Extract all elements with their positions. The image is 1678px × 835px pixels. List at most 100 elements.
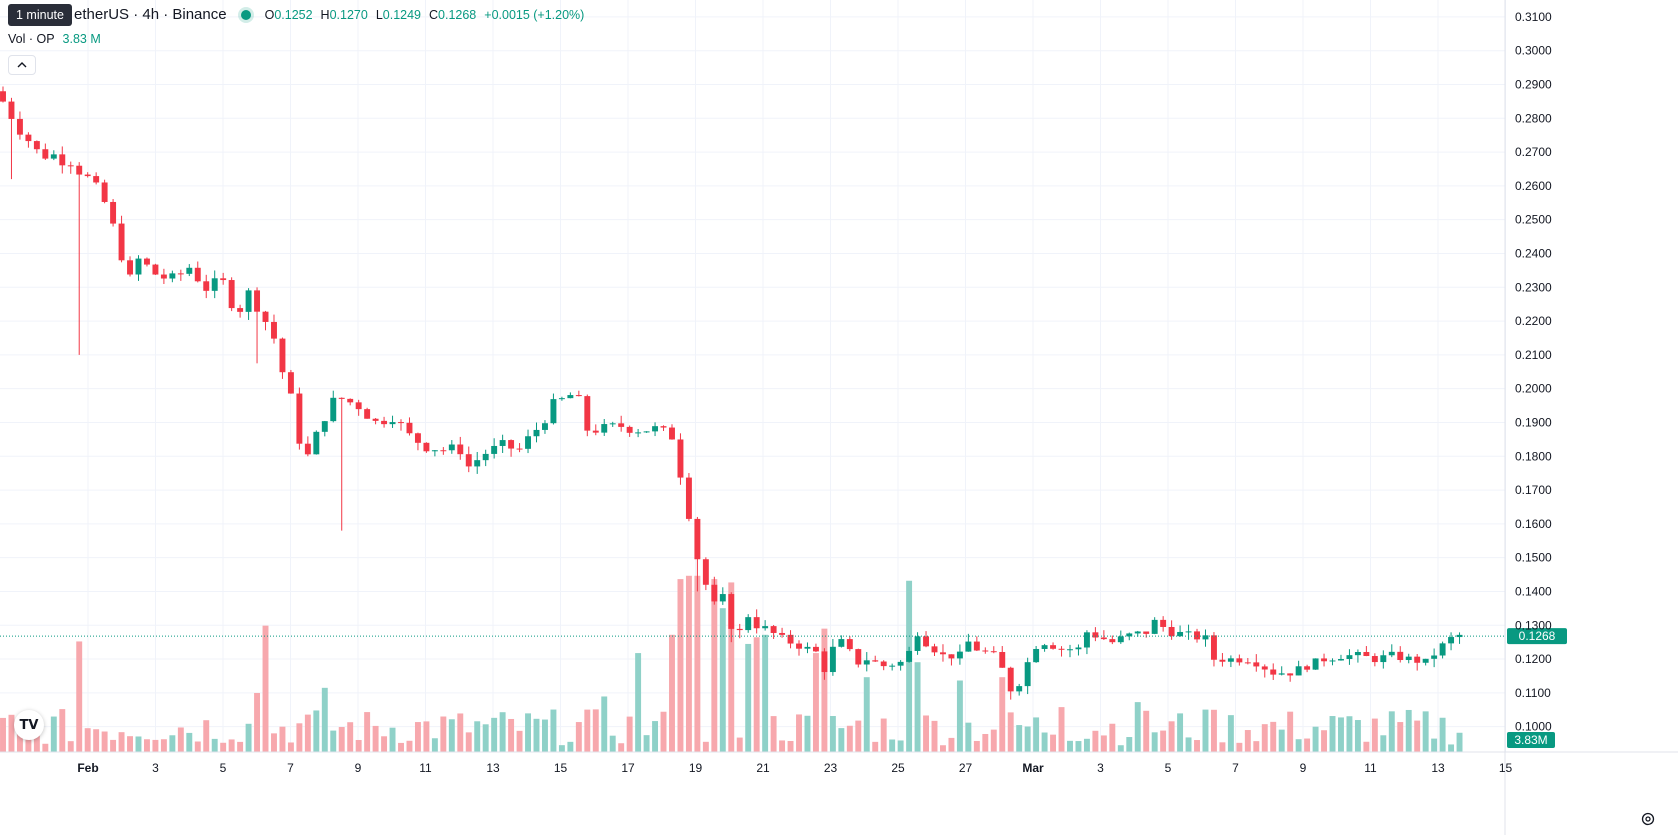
volume-bar [584, 709, 591, 752]
volume-bar [906, 580, 913, 752]
candle-body [194, 267, 201, 282]
candle-body [118, 223, 125, 261]
candle-body [779, 632, 786, 635]
time-tick-label: Feb [77, 761, 98, 775]
volume-bar [558, 745, 565, 752]
volume-bar [677, 579, 684, 752]
current-price-badge [1507, 628, 1567, 645]
volume-bar [101, 731, 108, 752]
volume-bar [93, 729, 100, 752]
candle-body [719, 594, 726, 602]
candle-body [1422, 658, 1429, 663]
candle-body [245, 290, 252, 312]
volume-bar [245, 723, 252, 752]
volume-bar [508, 718, 515, 752]
price-axis[interactable]: 0.1000 0.1100 0.1200 0.1300 0.1400 0.1500 0.16… [1504, 0, 1552, 835]
candle-body [398, 422, 404, 424]
volume-bar [1126, 737, 1133, 752]
candle-body [1321, 658, 1328, 662]
time-axis[interactable]: Feb 3 5 7 9 11 13 15 17 19 21 23 25 27 Mar 3 5 7 9 11 13 15 [0, 751, 1678, 775]
volume-label[interactable]: Vol · OP [8, 32, 55, 46]
volume-bar [1210, 709, 1217, 752]
candle-body [914, 636, 921, 651]
candle-body [745, 617, 752, 631]
volume-bar [262, 625, 269, 752]
volume-bar [50, 716, 57, 752]
candle-body [965, 641, 972, 652]
candle-body [355, 402, 362, 410]
candle-body [1219, 659, 1226, 662]
time-tick-label: Mar [1022, 761, 1044, 775]
candle-body [347, 398, 354, 403]
candle-body [1007, 667, 1014, 692]
candle-body [923, 636, 929, 647]
candle-body [601, 424, 608, 433]
candle-body [897, 661, 904, 666]
candle-body [973, 641, 980, 651]
candle-body [1304, 666, 1311, 670]
volume-bar [1227, 715, 1234, 752]
collapse-legend-button[interactable] [8, 55, 36, 75]
candle-body [736, 628, 743, 631]
volume-bar [1202, 709, 1209, 752]
chevron-up-icon [17, 62, 27, 68]
time-tick-label: 11 [419, 761, 432, 775]
candle-body [1287, 673, 1294, 676]
candle-body [423, 442, 430, 452]
price-tick-label: 0.1400 [1515, 584, 1552, 598]
volume-bar [1456, 732, 1463, 752]
interval-tooltip: 1 minute [8, 4, 72, 26]
volume-bar [745, 643, 752, 752]
volume-bar [76, 641, 83, 752]
candle-body [804, 646, 811, 649]
volume-bar [59, 709, 66, 752]
volume-bar [313, 710, 320, 752]
volume-bar [609, 735, 616, 752]
candle-body [838, 639, 845, 647]
market-status-icon[interactable] [240, 9, 251, 20]
price-tick-label: 0.2600 [1515, 179, 1552, 193]
candle-body [1295, 666, 1302, 676]
candle-body [84, 174, 91, 177]
volume-bar [211, 738, 218, 752]
volume-bar [821, 628, 828, 752]
candle-body [211, 278, 218, 291]
candle-body [1236, 658, 1243, 663]
volume-bar [1033, 717, 1040, 752]
price-tick-label: 0.1300 [1515, 618, 1552, 632]
volume-bar [855, 720, 862, 752]
volume-bar [1219, 742, 1226, 752]
candle-body [626, 426, 633, 433]
volume-bar [135, 736, 142, 752]
volume-bar [237, 741, 244, 752]
volume-bar [753, 637, 760, 752]
symbol-title[interactable]: etherUS · 4h · Binance [74, 6, 227, 23]
volume-bar [1134, 702, 1141, 752]
volume-bar [1024, 726, 1031, 752]
price-tick-label: 0.2800 [1515, 111, 1552, 125]
volume-bar [220, 742, 227, 752]
time-tick-label: 7 [1232, 761, 1239, 775]
volume-bar [186, 732, 193, 752]
volume-bar [1058, 707, 1065, 752]
candle-body [762, 626, 769, 629]
gear-icon[interactable] [1640, 811, 1656, 827]
time-tick-label: 9 [355, 761, 362, 775]
volume-bar [567, 741, 574, 752]
candle-body [338, 397, 345, 399]
candle-body [321, 421, 328, 432]
volume-bar [1261, 724, 1268, 752]
volume-bar [1177, 713, 1184, 752]
candle-body [287, 372, 294, 394]
close-value: 0.1268 [438, 7, 477, 22]
candle-body [550, 399, 557, 424]
candle-body [1405, 656, 1412, 661]
volume-bar [296, 723, 303, 752]
time-tick-label: 3 [1097, 761, 1104, 775]
volume-bar [1338, 717, 1344, 752]
candle-body [0, 91, 6, 102]
tradingview-logo[interactable]: TV [14, 710, 44, 740]
volume-bar [1371, 718, 1378, 752]
